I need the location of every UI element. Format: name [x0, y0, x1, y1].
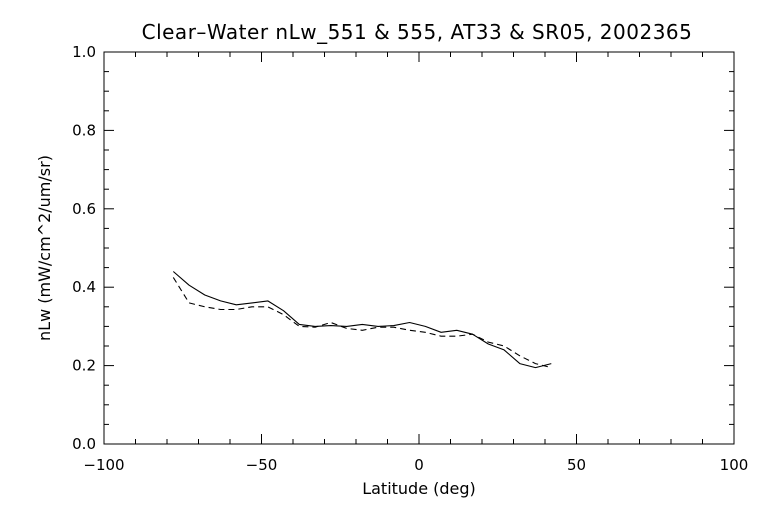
- y-tick-label: 0.2: [72, 357, 96, 375]
- y-tick-label: 0.8: [72, 121, 96, 139]
- x-tick-label: −50: [246, 456, 278, 474]
- x-tick-labels: −100 −50 0 50 100: [83, 456, 748, 474]
- series-line-solid: [172, 271, 552, 369]
- x-axis-label: Latitude (deg): [362, 479, 476, 498]
- chart-title: Clear–Water nLw_551 & 555, AT33 & SR05, …: [142, 20, 693, 44]
- y-tick-label: 0.0: [72, 435, 96, 453]
- data-lines: [172, 271, 552, 369]
- x-tick-label: 50: [567, 456, 586, 474]
- y-tick-label: 1.0: [72, 43, 96, 61]
- y-tick-label: 0.6: [72, 200, 96, 218]
- y-tick-label: 0.4: [72, 278, 96, 296]
- series-line-dashed: [172, 277, 552, 369]
- axis-ticks: [103, 51, 735, 445]
- x-tick-label: 0: [414, 456, 424, 474]
- x-tick-label: 100: [720, 456, 749, 474]
- plot-frame: [103, 51, 735, 445]
- y-tick-labels: 0.0 0.2 0.4 0.6 0.8 1.0: [72, 43, 96, 453]
- x-tick-label: −100: [83, 456, 124, 474]
- y-axis-label: nLw (mW/cm^2/um/sr): [35, 155, 54, 341]
